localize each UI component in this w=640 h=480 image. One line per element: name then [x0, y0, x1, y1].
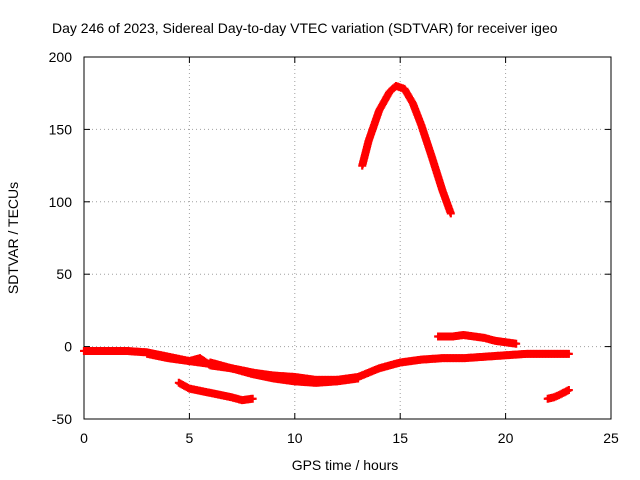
- data-point: [512, 339, 521, 348]
- data-marks: [80, 81, 573, 405]
- y-tick-label: 100: [49, 194, 73, 210]
- y-tick-label: 50: [56, 266, 72, 282]
- x-tick-label: 10: [287, 430, 303, 446]
- y-tick-label: -50: [52, 411, 72, 427]
- y-tick-label: 0: [64, 339, 72, 355]
- x-axis-label: GPS time / hours: [292, 457, 399, 473]
- y-tick-label: 150: [49, 121, 73, 137]
- x-tick-label: 0: [80, 430, 88, 446]
- x-tick-label: 5: [186, 430, 194, 446]
- data-point: [564, 349, 573, 358]
- data-point: [564, 386, 573, 395]
- plot-frame: [83, 56, 612, 420]
- x-tick-label: 15: [392, 430, 408, 446]
- x-tick-label: 25: [603, 430, 619, 446]
- grid: [84, 57, 611, 419]
- y-axis-label: SDTVAR / TECUs: [5, 182, 21, 294]
- chart-title: Day 246 of 2023, Sidereal Day-to-day VTE…: [52, 20, 558, 36]
- y-tick-label: 200: [49, 49, 73, 65]
- axis-ticks: 0 5 10 15 20 25 -50 0 50 100 150 200: [49, 49, 619, 446]
- x-tick-label: 20: [498, 430, 514, 446]
- data-point: [446, 209, 455, 218]
- data-point: [248, 394, 257, 403]
